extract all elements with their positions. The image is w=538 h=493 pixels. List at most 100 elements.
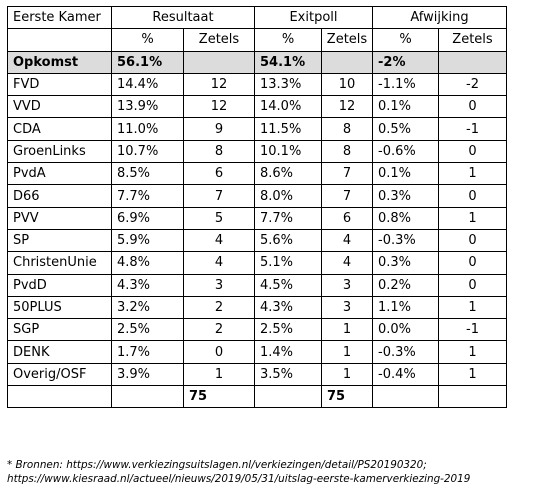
exit-pct-cell: 1.4%	[254, 340, 322, 364]
turnout-result-pct: 56.1%	[111, 50, 184, 74]
dev-pct-cell: 0.2%	[372, 273, 439, 297]
sub-header-empty	[7, 28, 112, 52]
party-row: CDA 11.0% 9 11.5% 8 0.5% -1	[7, 117, 507, 141]
dev-seats-cell: 0	[438, 95, 507, 119]
dev-pct-cell: 1.1%	[372, 295, 439, 320]
dev-pct-cell: 0.8%	[372, 206, 439, 230]
turnout-row: Opkomst 56.1% 54.1% -2%	[7, 50, 507, 74]
totals-exit-seats: 75	[321, 385, 373, 409]
result-seats-cell: 2	[183, 295, 255, 320]
group-header-exitpoll: Exitpoll	[254, 5, 373, 30]
exit-seats-cell: 4	[321, 228, 373, 253]
result-seats-cell: 12	[183, 95, 255, 119]
dev-pct-cell: 0.1%	[372, 95, 439, 119]
result-pct-cell: 14.4%	[111, 72, 184, 97]
dev-seats-cell: 0	[438, 139, 507, 164]
exit-seats-cell: 8	[321, 139, 373, 164]
party-row: ChristenUnie 4.8% 4 5.1% 4 0.3% 0	[7, 251, 507, 275]
result-pct-cell: 13.9%	[111, 95, 184, 119]
result-seats-cell: 8	[183, 139, 255, 164]
result-pct-cell: 1.7%	[111, 340, 184, 364]
dev-seats-cell: 1	[438, 206, 507, 230]
dev-seats-cell: 0	[438, 273, 507, 297]
exit-pct-cell: 8.6%	[254, 162, 322, 186]
party-row: DENK 1.7% 0 1.4% 1 -0.3% 1	[7, 340, 507, 364]
dev-seats-cell: 1	[438, 162, 507, 186]
exit-pct-cell: 14.0%	[254, 95, 322, 119]
party-name-cell: GroenLinks	[7, 139, 112, 164]
party-name-cell: DENK	[7, 340, 112, 364]
turnout-dev-pct: -2%	[372, 50, 439, 74]
exit-seats-cell: 10	[321, 72, 373, 97]
exit-seats-cell: 7	[321, 162, 373, 186]
result-pct-cell: 6.9%	[111, 206, 184, 230]
turnout-label: Opkomst	[7, 50, 112, 74]
dev-seats-cell: -1	[438, 318, 507, 342]
party-name-cell: FVD	[7, 72, 112, 97]
party-row: Overig/OSF 3.9% 1 3.5% 1 -0.4% 1	[7, 362, 507, 387]
dev-seats-cell: -1	[438, 117, 507, 141]
party-name-cell: VVD	[7, 95, 112, 119]
exit-seats-cell: 7	[321, 184, 373, 208]
group-header-result: Resultaat	[111, 5, 255, 30]
corner-label: Eerste Kamer	[7, 5, 112, 30]
party-name-cell: PvdA	[7, 162, 112, 186]
exit-seats-cell: 1	[321, 340, 373, 364]
dev-pct-cell: 0.3%	[372, 184, 439, 208]
result-pct-cell: 5.9%	[111, 228, 184, 253]
exit-pct-cell: 5.1%	[254, 251, 322, 275]
result-seats-cell: 6	[183, 162, 255, 186]
totals-dev-seats-cell	[438, 385, 507, 409]
result-seats-cell: 12	[183, 72, 255, 97]
exit-seats-cell: 6	[321, 206, 373, 230]
result-pct-cell: 2.5%	[111, 318, 184, 342]
result-seats-cell: 7	[183, 184, 255, 208]
dev-pct-cell: -1.1%	[372, 72, 439, 97]
exit-pct-cell: 13.3%	[254, 72, 322, 97]
party-row: PVV 6.9% 5 7.7% 6 0.8% 1	[7, 206, 507, 230]
totals-row: 75 75	[7, 385, 507, 409]
sub-header-result-seats: Zetels	[183, 28, 255, 52]
dev-pct-cell: 0.5%	[372, 117, 439, 141]
sub-header-exit-pct: %	[254, 28, 322, 52]
result-pct-cell: 4.8%	[111, 251, 184, 275]
party-row: PvdD 4.3% 3 4.5% 3 0.2% 0	[7, 273, 507, 297]
footnote-line-1: * Bronnen: https://www.verkiezingsuitsla…	[7, 459, 427, 471]
dev-pct-cell: -0.3%	[372, 228, 439, 253]
dev-seats-cell: 0	[438, 184, 507, 208]
party-row: PvdA 8.5% 6 8.6% 7 0.1% 1	[7, 162, 507, 186]
party-name-cell: Overig/OSF	[7, 362, 112, 387]
exit-pct-cell: 7.7%	[254, 206, 322, 230]
party-row: SGP 2.5% 2 2.5% 1 0.0% -1	[7, 318, 507, 342]
sub-header-row: % Zetels % Zetels % Zetels	[7, 28, 507, 52]
exit-seats-cell: 1	[321, 362, 373, 387]
exit-seats-cell: 1	[321, 318, 373, 342]
party-name-cell: ChristenUnie	[7, 251, 112, 275]
exit-pct-cell: 8.0%	[254, 184, 322, 208]
dev-seats-cell: 1	[438, 295, 507, 320]
dev-seats-cell: 1	[438, 362, 507, 387]
party-row: D66 7.7% 7 8.0% 7 0.3% 0	[7, 184, 507, 208]
dev-seats-cell: -2	[438, 72, 507, 97]
result-seats-cell: 4	[183, 251, 255, 275]
result-pct-cell: 3.9%	[111, 362, 184, 387]
result-seats-cell: 9	[183, 117, 255, 141]
totals-dev-pct-cell	[372, 385, 439, 409]
result-pct-cell: 4.3%	[111, 273, 184, 297]
totals-exit-pct-cell	[254, 385, 322, 409]
group-header-deviation: Afwijking	[372, 5, 507, 30]
result-pct-cell: 3.2%	[111, 295, 184, 320]
footnote-line-2: https://www.kiesraad.nl/actueel/nieuws/2…	[7, 473, 471, 485]
dev-pct-cell: 0.1%	[372, 162, 439, 186]
sub-header-exit-seats: Zetels	[321, 28, 373, 52]
exit-seats-cell: 8	[321, 117, 373, 141]
sub-header-result-pct: %	[111, 28, 184, 52]
exit-seats-cell: 3	[321, 295, 373, 320]
dev-pct-cell: -0.6%	[372, 139, 439, 164]
party-name-cell: D66	[7, 184, 112, 208]
sub-header-dev-pct: %	[372, 28, 439, 52]
result-seats-cell: 1	[183, 362, 255, 387]
dev-pct-cell: 0.0%	[372, 318, 439, 342]
result-pct-cell: 11.0%	[111, 117, 184, 141]
party-row: SP 5.9% 4 5.6% 4 -0.3% 0	[7, 228, 507, 253]
